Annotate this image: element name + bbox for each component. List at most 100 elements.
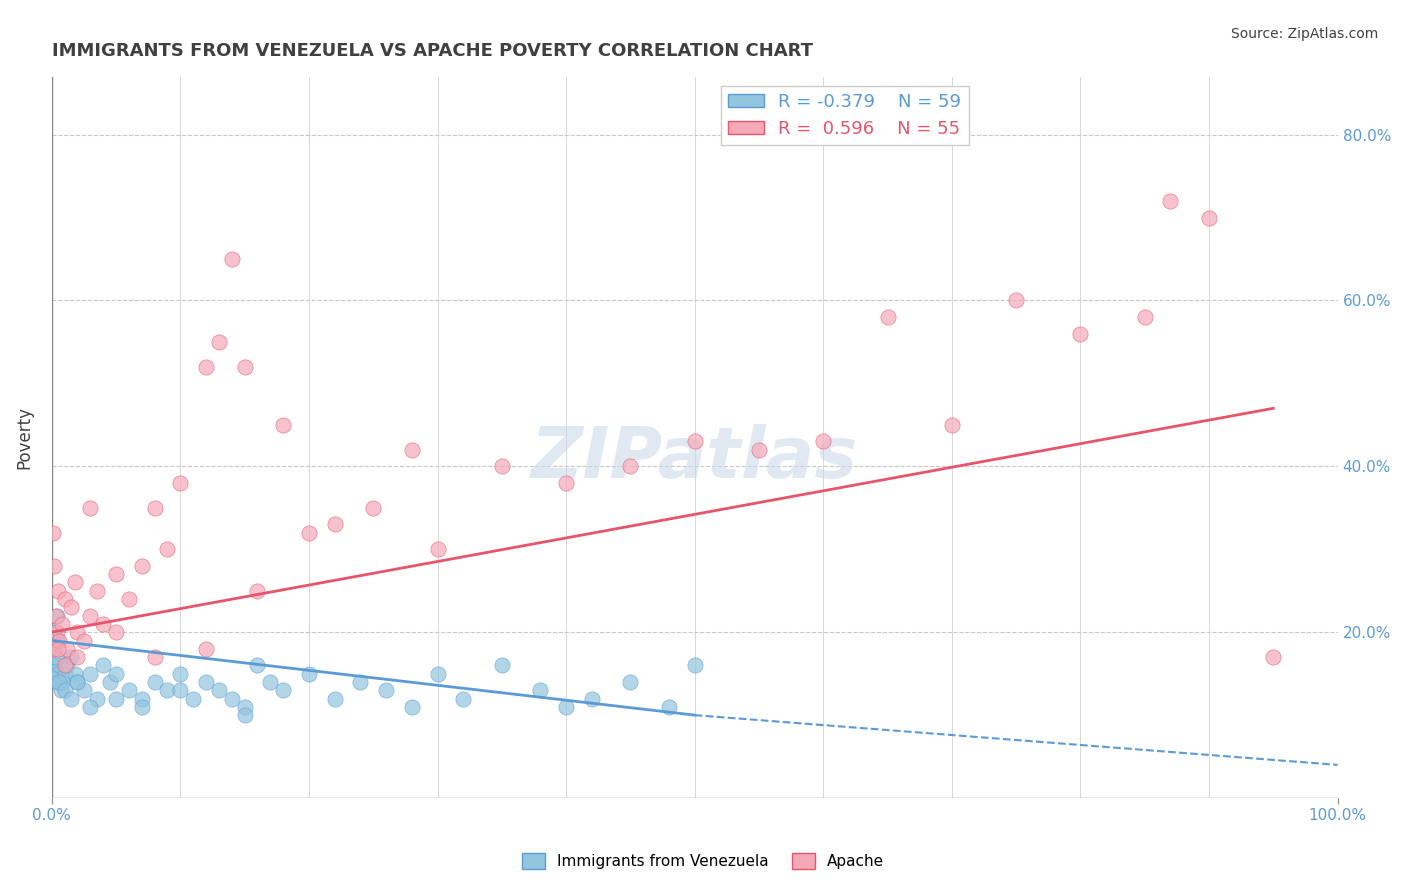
Point <box>361 500 384 515</box>
Point <box>60 600 83 615</box>
Point <box>42 641 65 656</box>
Point <box>1133 310 1156 324</box>
Point <box>169 683 191 698</box>
Point <box>56 658 79 673</box>
Point <box>491 459 513 474</box>
Point <box>105 666 128 681</box>
Text: IMMIGRANTS FROM VENEZUELA VS APACHE POVERTY CORRELATION CHART: IMMIGRANTS FROM VENEZUELA VS APACHE POVE… <box>52 42 813 60</box>
Point <box>45 666 67 681</box>
Point <box>683 658 706 673</box>
Point <box>46 641 69 656</box>
Point <box>426 666 449 681</box>
Point <box>66 675 89 690</box>
Point <box>375 683 398 698</box>
Point <box>323 691 346 706</box>
Point <box>1005 293 1028 308</box>
Point <box>48 633 70 648</box>
Point <box>51 616 73 631</box>
Point <box>555 475 578 490</box>
Point <box>66 650 89 665</box>
Point <box>79 608 101 623</box>
Point <box>48 675 70 690</box>
Point <box>91 616 114 631</box>
Point <box>53 592 76 607</box>
Point <box>118 683 141 698</box>
Point <box>105 567 128 582</box>
Point <box>208 334 231 349</box>
Point <box>259 675 281 690</box>
Point <box>73 683 96 698</box>
Point <box>298 666 321 681</box>
Point <box>233 708 256 723</box>
Point <box>233 699 256 714</box>
Point <box>98 675 121 690</box>
Point <box>401 699 423 714</box>
Point <box>45 608 67 623</box>
Point <box>46 583 69 598</box>
Point <box>44 641 66 656</box>
Point <box>169 475 191 490</box>
Point <box>86 583 108 598</box>
Point <box>195 359 218 374</box>
Point <box>451 691 474 706</box>
Point <box>63 666 86 681</box>
Point <box>401 442 423 457</box>
Point <box>555 699 578 714</box>
Point <box>46 666 69 681</box>
Point <box>298 525 321 540</box>
Point <box>53 658 76 673</box>
Legend: R = -0.379    N = 59, R =  0.596    N = 55: R = -0.379 N = 59, R = 0.596 N = 55 <box>720 86 969 145</box>
Point <box>56 641 79 656</box>
Point <box>876 310 898 324</box>
Point <box>1263 650 1285 665</box>
Point <box>1069 326 1091 341</box>
Point <box>60 691 83 706</box>
Point <box>79 666 101 681</box>
Point <box>45 650 67 665</box>
Point <box>53 666 76 681</box>
Point <box>169 666 191 681</box>
Point <box>323 517 346 532</box>
Point <box>143 500 166 515</box>
Point <box>181 691 204 706</box>
Point <box>48 658 70 673</box>
Point <box>491 658 513 673</box>
Point <box>658 699 681 714</box>
Point <box>73 633 96 648</box>
Point <box>105 625 128 640</box>
Point <box>208 683 231 698</box>
Point <box>105 691 128 706</box>
Point <box>66 675 89 690</box>
Point <box>79 500 101 515</box>
Point <box>271 683 294 698</box>
Point <box>131 699 153 714</box>
Point <box>131 691 153 706</box>
Point <box>195 675 218 690</box>
Point <box>44 558 66 573</box>
Point <box>619 459 641 474</box>
Point <box>118 592 141 607</box>
Legend: Immigrants from Venezuela, Apache: Immigrants from Venezuela, Apache <box>516 847 890 875</box>
Point <box>91 658 114 673</box>
Point <box>79 699 101 714</box>
Point <box>45 608 67 623</box>
Text: ZIPatlas: ZIPatlas <box>531 425 859 493</box>
Point <box>86 691 108 706</box>
Point <box>426 542 449 557</box>
Point <box>156 683 179 698</box>
Point <box>60 650 83 665</box>
Point <box>1198 211 1220 225</box>
Point <box>53 683 76 698</box>
Point <box>581 691 603 706</box>
Point <box>63 575 86 590</box>
Point <box>246 583 269 598</box>
Point <box>131 558 153 573</box>
Point <box>813 434 835 449</box>
Point <box>349 675 371 690</box>
Point <box>42 525 65 540</box>
Point <box>619 675 641 690</box>
Point <box>66 625 89 640</box>
Point <box>46 633 69 648</box>
Y-axis label: Poverty: Poverty <box>15 406 32 469</box>
Point <box>143 675 166 690</box>
